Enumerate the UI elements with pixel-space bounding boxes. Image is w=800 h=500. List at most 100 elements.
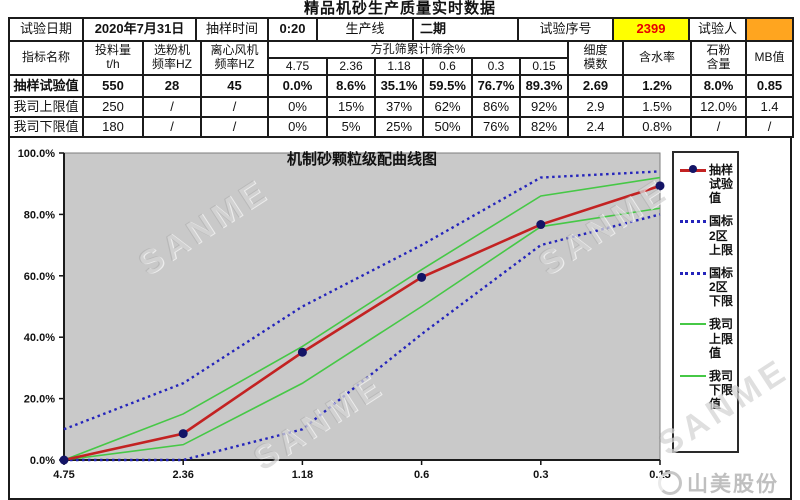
value-cell: 0.0% [267, 74, 328, 98]
production-line-value: 二期 [412, 17, 519, 40]
x-tick-label: 2.36 [172, 469, 193, 481]
production-line-label: 生产线 [316, 17, 414, 40]
legend-item: 抽样 试验 值 [680, 163, 737, 205]
value-cell: 45 [200, 74, 269, 98]
value-cell: 86% [471, 96, 521, 118]
tester-label: 试验人 [688, 17, 747, 40]
sample-time-label: 抽样时间 [195, 17, 269, 40]
value-cell: 25% [374, 116, 424, 138]
sieve-group-header: 方孔筛累计筛余% [266, 40, 570, 59]
gradation-chart: 机制砂颗粒级配曲线图 100.0% 80.0% 60.0% 40.0% 20.0% 0.0… [8, 138, 796, 500]
y-tick-label: 80.0% [24, 209, 55, 221]
value-cell: 1.4 [745, 96, 795, 118]
legend-label: 抽样 试验 值 [709, 163, 734, 206]
value-cell: 550 [82, 74, 144, 98]
data-point-marker [655, 181, 665, 191]
y-tick-label: 20.0% [24, 394, 55, 406]
value-cell: 2.9 [567, 96, 625, 118]
chart-title: 机制砂颗粒级配曲线图 [286, 151, 437, 168]
data-point-marker [297, 347, 307, 357]
sieve-size-header: 1.18 [374, 57, 424, 76]
metric-header: 投料量 t/h [82, 40, 144, 76]
value-cell: 76% [471, 116, 521, 138]
value-cell: / [142, 96, 202, 118]
tester-value [745, 17, 794, 40]
metric-header: 含水率 [622, 40, 693, 76]
value-cell: 2.4 [567, 116, 625, 138]
value-cell: / [745, 116, 795, 138]
metrics-table: 指标名称 投料量 t/h 选粉机 频率HZ 离心风机 频率HZ 方孔筛累计筛余% 细度 模… [8, 40, 795, 138]
value-cell: 82% [518, 116, 570, 138]
table-row: 抽样试验值 550 28 45 0.0% 8.6% 35.1% 59.5% 76.7% 89.3%… [8, 74, 795, 98]
legend-label: 我司 下限 值 [709, 368, 734, 412]
data-point-marker [536, 220, 546, 230]
info-row: 试验日期 2020年7月31日 抽样时间 0:20 生产线 二期 试验序号 23… [8, 17, 794, 40]
legend-label: 国标 2区 下限 [709, 265, 734, 309]
metric-header: 选粉机 频率HZ [142, 40, 202, 76]
header-row: 指标名称 投料量 t/h 选粉机 频率HZ 离心风机 频率HZ 方孔筛累计筛余% 细度 模… [8, 40, 795, 76]
y-tick-label: 100.0% [18, 148, 56, 160]
metric-header: 细度 模数 [567, 40, 625, 76]
table-row: 我司下限值 180//0% 5% 25% 50% 76% 82% 2.4 0.8% / / [8, 116, 795, 138]
value-cell: 0.85 [745, 74, 795, 98]
value-cell: 1.2% [622, 74, 693, 98]
row-label: 抽样试验值 [8, 74, 84, 98]
chart-legend: 抽样 试验 值国标 2区 上限 国标 2区 下限 我司 上限 值我司 下限 值 [672, 151, 739, 453]
table-row: 我司上限值 250//0% 15% 37% 62% 86% 92% 2.9 1.5% 12.0% 1… [8, 96, 795, 118]
sieve-size-header: 4.75 [267, 57, 328, 76]
sieve-size-header: 0.6 [422, 57, 473, 76]
test-serial-value: 2399 [612, 17, 690, 40]
brand-logo: 山美股份 [658, 468, 779, 498]
value-cell: / [142, 116, 202, 138]
value-cell: 50% [422, 116, 473, 138]
value-cell: 62% [422, 96, 473, 118]
value-cell: 180 [82, 116, 144, 138]
y-tick-label: 0.0% [30, 455, 55, 467]
value-cell: 250 [82, 96, 144, 118]
plot-background [63, 152, 661, 461]
value-cell: / [200, 96, 269, 118]
data-point-marker [59, 455, 69, 465]
test-date-label: 试验日期 [8, 17, 84, 40]
dotted-line-icon [680, 220, 706, 256]
x-tick-label: 1.18 [292, 469, 313, 481]
series-5-line [63, 207, 661, 461]
data-point-marker [417, 272, 427, 282]
row-label: 我司上限值 [8, 96, 84, 118]
legend-item: 我司 下限 值 [680, 369, 737, 411]
value-cell: 0% [267, 96, 328, 118]
value-cell: 12.0% [690, 96, 748, 118]
legend-item: 国标 2区 上限 [680, 214, 737, 257]
x-tick-label: 0.3 [533, 469, 548, 481]
metric-header: 石粉 含量 [690, 40, 748, 76]
plot-area: 100.0% 80.0% 60.0% 40.0% 20.0% 0.0% 4.75 2.36 1.… [18, 148, 671, 481]
value-cell: / [690, 116, 748, 138]
value-cell: 35.1% [374, 74, 424, 98]
test-serial-label: 试验序号 [517, 17, 614, 40]
value-cell: 0.8% [622, 116, 693, 138]
info-table: 试验日期 2020年7月31日 抽样时间 0:20 生产线 二期 试验序号 23… [8, 17, 794, 40]
line-icon [680, 165, 706, 205]
value-cell: / [200, 116, 269, 138]
value-cell: 28 [142, 74, 202, 98]
legend-item: 我司 上限 值 [680, 317, 737, 360]
marker-dot-icon [689, 165, 697, 173]
value-cell: 92% [518, 96, 570, 118]
sieve-size-row: 4.75 2.36 1.18 0.6 0.3 0.15 [9, 57, 793, 76]
value-cell: 15% [326, 96, 376, 118]
y-tick-label: 40.0% [24, 332, 55, 344]
value-cell: 59.5% [422, 74, 473, 98]
value-cell: 1.5% [622, 96, 693, 118]
legend-label: 国标 2区 上限 [709, 214, 734, 257]
sieve-size-header: 0.15 [518, 57, 570, 76]
series-3-line [64, 213, 661, 462]
legend-label: 我司 上限 值 [709, 317, 734, 360]
value-cell: 89.3% [518, 74, 570, 98]
value-cell: 2.69 [567, 74, 625, 98]
series-2-line [63, 170, 661, 431]
row-label: 我司下限值 [8, 116, 84, 138]
line-icon [680, 323, 706, 359]
sample-time-value: 0:20 [267, 17, 318, 40]
dotted-line-icon [680, 271, 706, 308]
